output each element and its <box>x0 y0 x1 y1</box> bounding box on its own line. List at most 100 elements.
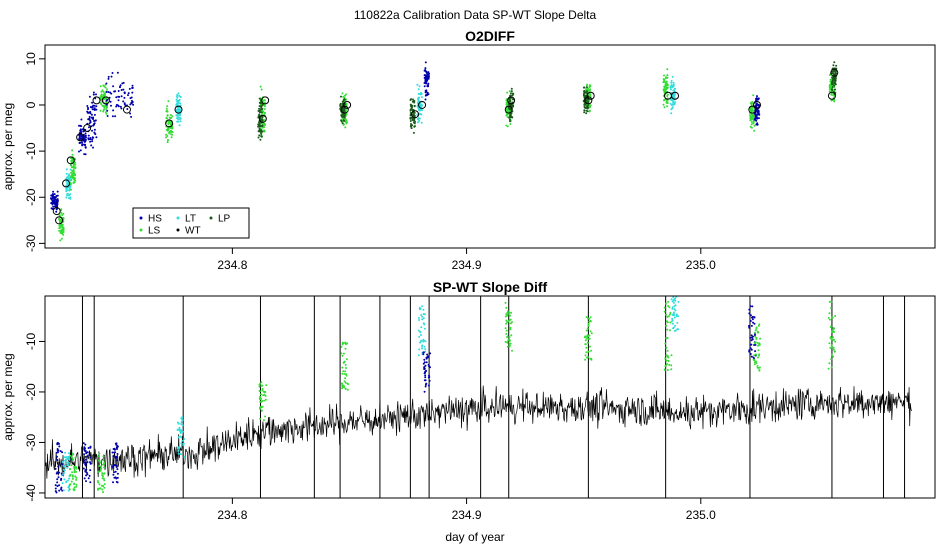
data-point <box>670 98 673 101</box>
data-point <box>673 89 676 92</box>
calibration-point <box>60 462 63 465</box>
data-point <box>66 176 69 179</box>
data-point <box>106 115 109 117</box>
calibration-point <box>672 326 675 329</box>
data-point <box>410 98 413 101</box>
data-point <box>426 94 429 96</box>
calibration-point <box>676 321 679 324</box>
data-point <box>258 111 261 114</box>
calibration-point <box>343 373 346 375</box>
calibration-point <box>828 300 831 303</box>
calibration-point <box>423 366 426 369</box>
calibration-point <box>429 352 432 355</box>
data-point <box>129 103 132 106</box>
calibration-point <box>116 472 119 475</box>
data-point <box>117 90 120 92</box>
calibration-point <box>341 385 344 388</box>
data-point <box>179 96 182 98</box>
mean-marker <box>340 105 349 114</box>
data-point <box>112 85 115 88</box>
calibration-point <box>425 361 428 364</box>
data-point <box>167 123 170 125</box>
calibration-point <box>64 462 67 465</box>
y-tick-label: 0 <box>24 101 38 108</box>
data-point <box>79 149 82 152</box>
calibration-point <box>70 464 73 467</box>
calibration-point <box>56 485 59 488</box>
calibration-point <box>54 467 57 470</box>
data-point <box>427 82 430 85</box>
calibration-point <box>259 407 261 410</box>
data-point <box>62 227 65 229</box>
data-point <box>117 105 120 108</box>
calibration-point <box>670 298 673 301</box>
data-point <box>261 130 264 133</box>
calibration-point <box>677 300 680 303</box>
data-point <box>67 197 70 200</box>
data-point <box>258 127 261 130</box>
data-point <box>66 194 68 197</box>
data-point <box>176 109 179 112</box>
mean-marker <box>584 96 593 105</box>
mean-marker <box>343 100 352 109</box>
calibration-event-ls <box>827 300 837 370</box>
calibration-point <box>113 471 115 474</box>
data-point <box>509 92 512 95</box>
data-point <box>84 140 87 143</box>
calibration-point <box>73 466 76 469</box>
calibration-point <box>834 350 836 353</box>
calibration-point <box>670 364 673 367</box>
calibration-point <box>425 369 428 372</box>
data-point <box>123 102 126 105</box>
data-point <box>343 115 346 117</box>
data-point <box>258 125 261 128</box>
calibration-point <box>666 315 669 318</box>
data-point <box>81 143 84 146</box>
calibration-point <box>265 384 268 387</box>
data-point <box>78 124 80 127</box>
calibration-point <box>89 456 92 459</box>
calibration-point <box>67 458 69 461</box>
y-tick-label: -20 <box>24 188 38 206</box>
calibration-point <box>668 363 671 366</box>
calibration-point <box>111 451 114 454</box>
data-point <box>509 120 511 123</box>
data-point <box>673 96 676 99</box>
data-point <box>100 95 102 98</box>
calibration-point <box>263 399 266 402</box>
calibration-point <box>85 452 88 455</box>
data-point <box>56 205 59 207</box>
data-point <box>87 137 90 140</box>
calibration-point <box>587 350 590 353</box>
data-point <box>72 175 74 178</box>
data-point <box>90 144 93 147</box>
calibration-point <box>422 317 425 320</box>
data-point <box>56 207 59 210</box>
calibration-point <box>747 325 750 327</box>
data-point <box>418 96 421 99</box>
calibration-point <box>828 362 831 365</box>
data-point <box>104 94 106 97</box>
data-point <box>176 96 179 99</box>
data-point <box>167 100 170 103</box>
calibration-point <box>755 338 758 340</box>
calibration-point <box>663 310 666 313</box>
data-point <box>832 76 835 79</box>
data-point <box>673 88 676 91</box>
calibration-point <box>102 477 105 480</box>
data-point <box>59 239 62 242</box>
mean-marker <box>101 96 110 105</box>
point-cluster-lp <box>257 97 264 141</box>
calibration-point <box>753 322 756 325</box>
data-point <box>69 168 72 171</box>
data-point <box>92 118 95 120</box>
data-point <box>417 93 420 95</box>
calibration-event-lt <box>670 296 680 332</box>
calibration-point <box>86 461 89 464</box>
data-point <box>179 102 182 105</box>
data-point <box>663 90 666 93</box>
data-point <box>340 120 343 123</box>
slope-diff-axes: 234.8 234.9 235.0 -40 -30 -20 -10 <box>24 332 716 522</box>
calibration-point <box>259 418 262 420</box>
